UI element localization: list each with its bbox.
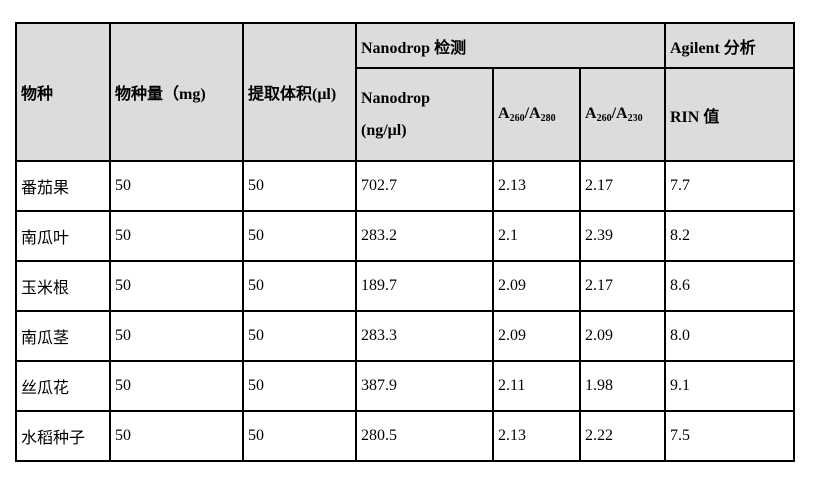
table-row: 南瓜茎 50 50 283.3 2.09 2.09 8.0	[15, 310, 795, 362]
a260-a280-cell: 2.13	[492, 410, 581, 462]
rin-cell: 8.0	[664, 310, 795, 362]
concentration-cell: 280.5	[355, 410, 494, 462]
a260-a230-cell: 2.17	[579, 260, 666, 312]
col-header-a260-a280: A260/A280	[492, 67, 581, 162]
a260-a230-cell: 2.17	[579, 160, 666, 212]
a260-a280-cell: 2.1	[492, 210, 581, 262]
concentration-cell: 387.9	[355, 360, 494, 412]
amount-cell: 50	[109, 260, 244, 312]
amount-cell: 50	[109, 160, 244, 212]
volume-cell: 50	[242, 310, 357, 362]
col-header-volume: 提取体积(μl)	[242, 22, 357, 162]
species-cell: 南瓜茎	[15, 310, 111, 362]
volume-cell: 50	[242, 360, 357, 412]
nanodrop-unit-label: Nanodrop (ng/μl)	[361, 89, 431, 139]
rna-extraction-results-table: 物种 物种量（mg) 提取体积(μl) Nanodrop 检测 Agilent …	[15, 22, 795, 462]
species-cell: 丝瓜花	[15, 360, 111, 412]
rin-cell: 8.2	[664, 210, 795, 262]
header-row-groups: 物种 物种量（mg) 提取体积(μl) Nanodrop 检测 Agilent …	[15, 22, 795, 162]
a260-a230-cell: 2.39	[579, 210, 666, 262]
a260-a280-cell: 2.09	[492, 260, 581, 312]
species-cell: 玉米根	[15, 260, 111, 312]
amount-cell: 50	[109, 310, 244, 362]
rin-cell: 7.5	[664, 410, 795, 462]
a260-a230-cell: 1.98	[579, 360, 666, 412]
amount-cell: 50	[109, 210, 244, 262]
rin-cell: 8.6	[664, 260, 795, 312]
col-header-nanodrop-concentration: Nanodrop (ng/μl)	[355, 67, 494, 162]
rin-cell: 7.7	[664, 160, 795, 212]
species-cell: 水稻种子	[15, 410, 111, 462]
table-row: 番茄果 50 50 702.7 2.13 2.17 7.7	[15, 160, 795, 212]
concentration-cell: 189.7	[355, 260, 494, 312]
table-row: 丝瓜花 50 50 387.9 2.11 1.98 9.1	[15, 360, 795, 412]
volume-cell: 50	[242, 260, 357, 312]
col-header-amount: 物种量（mg)	[109, 22, 244, 162]
table-row: 水稻种子 50 50 280.5 2.13 2.22 7.5	[15, 410, 795, 462]
amount-cell: 50	[109, 360, 244, 412]
table-row: 南瓜叶 50 50 283.2 2.1 2.39 8.2	[15, 210, 795, 262]
a260-a280-cell: 2.09	[492, 310, 581, 362]
volume-cell: 50	[242, 210, 357, 262]
a260-a280-cell: 2.13	[492, 160, 581, 212]
species-cell: 番茄果	[15, 160, 111, 212]
amount-cell: 50	[109, 410, 244, 462]
concentration-cell: 283.3	[355, 310, 494, 362]
col-header-rin: RIN 值	[664, 67, 795, 162]
volume-cell: 50	[242, 160, 357, 212]
concentration-cell: 702.7	[355, 160, 494, 212]
concentration-cell: 283.2	[355, 210, 494, 262]
a260-a280-cell: 2.11	[492, 360, 581, 412]
group-header-agilent: Agilent 分析	[664, 22, 795, 69]
species-cell: 南瓜叶	[15, 210, 111, 262]
volume-cell: 50	[242, 410, 357, 462]
a260-a230-cell: 2.09	[579, 310, 666, 362]
table-row: 玉米根 50 50 189.7 2.09 2.17 8.6	[15, 260, 795, 312]
group-header-nanodrop: Nanodrop 检测	[355, 22, 666, 69]
header-row-subcolumns: Nanodrop (ng/μl) A260/A280 A260/A230 RIN…	[16, 67, 795, 162]
col-header-a260-a230: A260/A230	[579, 67, 666, 162]
a260-a230-cell: 2.22	[579, 410, 666, 462]
col-header-species: 物种	[15, 22, 111, 162]
rin-cell: 9.1	[664, 360, 795, 412]
